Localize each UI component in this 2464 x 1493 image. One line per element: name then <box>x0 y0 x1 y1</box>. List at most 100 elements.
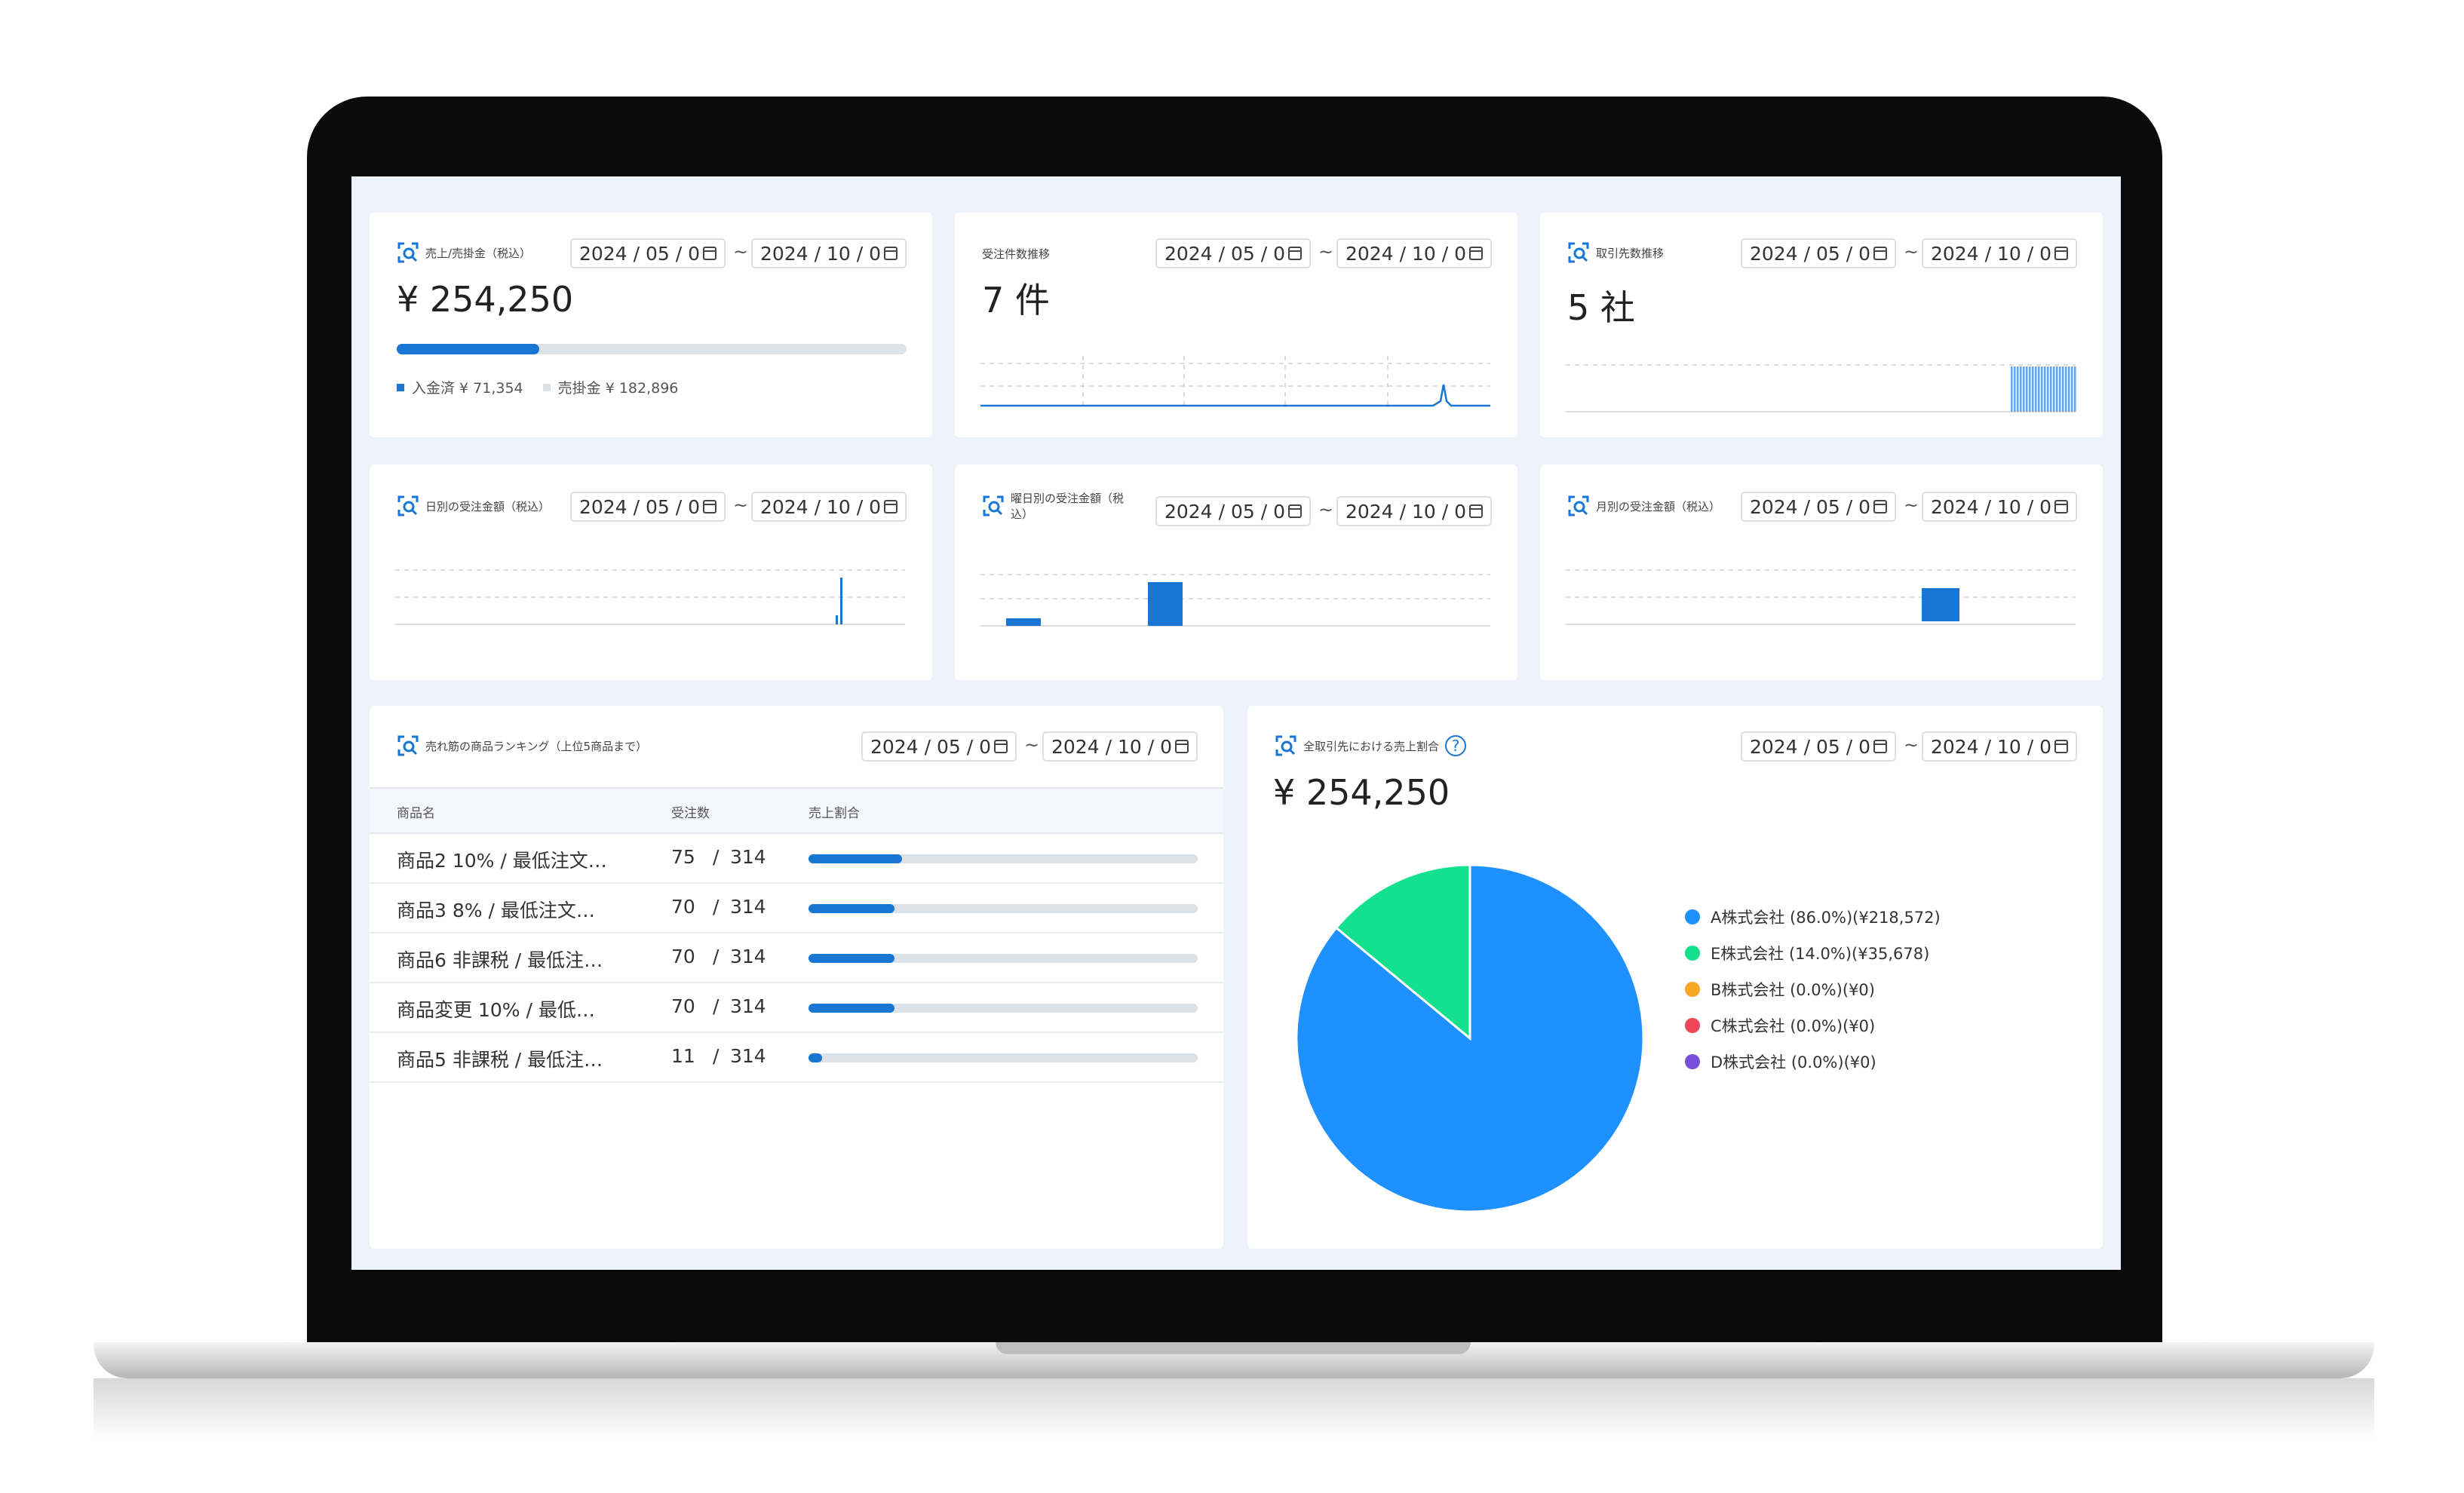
calendar-icon[interactable] <box>1287 504 1303 518</box>
clients-bar <box>2056 366 2058 412</box>
clients-bar <box>2035 366 2037 412</box>
date-to-input[interactable]: 2024 / 10 / 0 <box>1042 731 1198 762</box>
date-from-input[interactable]: 2024 / 05 / 0 <box>861 731 1017 762</box>
legend-item[interactable]: E株式会社 (14.0%)(¥35,678) <box>1685 935 1941 971</box>
magnifier-icon[interactable] <box>1567 495 1590 517</box>
date-to-input[interactable]: 2024 / 10 / 0 <box>1922 238 2077 268</box>
weekday-bar <box>1148 582 1183 626</box>
clients-bar <box>2065 366 2067 412</box>
date-to-input[interactable]: 2024 / 10 / 0 <box>751 492 907 522</box>
date-from-text: 2024 / 05 / 0 <box>579 242 700 265</box>
date-to-text: 2024 / 10 / 0 <box>1931 242 2051 265</box>
date-from-input[interactable]: 2024 / 05 / 0 <box>570 492 726 522</box>
qty-separator: / <box>713 896 720 918</box>
calendar-icon[interactable] <box>1468 504 1484 518</box>
monthly-card-title: 月別の受注金額（税込） <box>1596 499 1721 514</box>
calendar-icon[interactable] <box>1873 500 1888 514</box>
share-total: ¥ 254,250 <box>1273 772 1450 813</box>
date-from-input[interactable]: 2024 / 05 / 0 <box>1155 238 1311 268</box>
calendar-icon[interactable] <box>702 500 717 514</box>
product-name: 商品6 非課税 / 最低注… <box>397 949 603 971</box>
date-separator: ~ <box>1318 499 1334 520</box>
weekday-card: 曜日別の受注金額（税込） 2024 / 05 / 0 ~ 2024 / 10 /… <box>955 464 1517 680</box>
legend-item[interactable]: A株式会社 (86.0%)(¥218,572) <box>1685 899 1941 935</box>
date-to-input[interactable]: 2024 / 10 / 0 <box>1922 731 2077 762</box>
sales-card-header: 売上/売掛金（税込） <box>397 241 531 264</box>
sales-progress-track <box>397 344 907 354</box>
ranking-card-header: 売れ筋の商品ランキング（上位5商品まで） <box>397 734 647 757</box>
product-qty: 11 <box>671 1045 695 1067</box>
calendar-icon[interactable] <box>1873 740 1888 753</box>
clients-bar <box>2062 366 2064 412</box>
calendar-icon[interactable] <box>883 500 898 514</box>
product-qty-total: 314 <box>730 995 766 1017</box>
sales-card-title: 売上/売掛金（税込） <box>425 246 532 260</box>
date-separator: ~ <box>733 495 749 516</box>
legend-item[interactable]: C株式会社 (0.0%)(¥0) <box>1685 1007 1941 1044</box>
legend-item[interactable]: D株式会社 (0.0%)(¥0) <box>1685 1044 1941 1080</box>
table-row[interactable]: 商品5 非課税 / 最低注… 11 / 314 <box>370 1033 1223 1083</box>
date-separator: ~ <box>1024 734 1040 756</box>
clients-bar <box>2074 366 2076 412</box>
product-name: 商品5 非課税 / 最低注… <box>397 1049 603 1071</box>
date-to-input[interactable]: 2024 / 10 / 0 <box>1336 238 1492 268</box>
calendar-icon[interactable] <box>1174 740 1189 753</box>
calendar-icon[interactable] <box>1873 247 1888 260</box>
orders-series-line <box>980 384 1490 407</box>
clients-card-title: 取引先数推移 <box>1596 246 1665 260</box>
calendar-icon[interactable] <box>2054 500 2069 514</box>
date-from-input[interactable]: 2024 / 05 / 0 <box>1741 492 1896 522</box>
daily-bar <box>836 615 838 624</box>
date-from-input[interactable]: 2024 / 05 / 0 <box>1155 496 1311 526</box>
column-header-name: 商品名 <box>397 806 435 821</box>
magnifier-icon[interactable] <box>397 241 419 264</box>
date-from-input[interactable]: 2024 / 05 / 0 <box>1741 238 1896 268</box>
magnifier-icon[interactable] <box>397 734 419 757</box>
table-row[interactable]: 商品変更 10% / 最低… 70 / 314 <box>370 983 1223 1033</box>
calendar-icon[interactable] <box>702 247 717 260</box>
calendar-icon[interactable] <box>2054 740 2069 753</box>
product-qty: 75 <box>671 846 695 868</box>
ratio-bar-fill <box>809 854 902 863</box>
calendar-icon[interactable] <box>1287 247 1303 260</box>
clients-card: 取引先数推移 2024 / 05 / 0 ~ 2024 / 10 / 0 5 社 <box>1540 213 2103 437</box>
magnifier-icon[interactable] <box>1275 734 1297 757</box>
help-icon[interactable]: ? <box>1445 735 1467 756</box>
legend-item[interactable]: B株式会社 (0.0%)(¥0) <box>1685 971 1941 1007</box>
ratio-bar-track <box>809 904 1198 913</box>
table-row[interactable]: 商品3 8% / 最低注文… 70 / 314 <box>370 884 1223 934</box>
calendar-icon[interactable] <box>1468 247 1484 260</box>
pie-slice[interactable] <box>1334 863 1471 1041</box>
date-from-text: 2024 / 05 / 0 <box>579 495 700 518</box>
date-from-text: 2024 / 05 / 0 <box>1750 242 1870 265</box>
legend-dot <box>1685 982 1700 997</box>
date-to-text: 2024 / 10 / 0 <box>760 495 881 518</box>
table-row[interactable]: 商品6 非課税 / 最低注… 70 / 314 <box>370 934 1223 983</box>
ratio-bar-track <box>809 954 1198 963</box>
orders-count: 7 件 <box>982 280 1050 320</box>
clients-bar <box>2047 366 2049 412</box>
date-to-input[interactable]: 2024 / 10 / 0 <box>1336 496 1492 526</box>
date-from-input[interactable]: 2024 / 05 / 0 <box>570 238 726 268</box>
table-row[interactable]: 商品2 10% / 最低注文… 75 / 314 <box>370 834 1223 884</box>
calendar-icon[interactable] <box>993 740 1008 753</box>
magnifier-icon[interactable] <box>982 495 1005 517</box>
ranking-rows: 商品2 10% / 最低注文… 75 / 314 商品3 8% / 最低注文… … <box>370 834 1223 1083</box>
clients-bar <box>2026 366 2028 412</box>
calendar-icon[interactable] <box>2054 247 2069 260</box>
magnifier-icon[interactable] <box>397 495 419 517</box>
calendar-icon[interactable] <box>883 247 898 260</box>
date-to-text: 2024 / 10 / 0 <box>1346 242 1466 265</box>
clients-card-header: 取引先数推移 <box>1567 241 1664 264</box>
clients-bar <box>2053 366 2055 412</box>
magnifier-icon[interactable] <box>1567 241 1590 264</box>
date-to-input[interactable]: 2024 / 10 / 0 <box>751 238 907 268</box>
orders-card: 受注件数推移 2024 / 05 / 0 ~ 2024 / 10 / 0 7 件 <box>955 213 1517 437</box>
date-from-text: 2024 / 05 / 0 <box>870 735 991 758</box>
legend-receivable: 売掛金 ¥ 182,896 <box>542 377 678 397</box>
date-to-input[interactable]: 2024 / 10 / 0 <box>1922 492 2077 522</box>
legend-label: E株式会社 (14.0%)(¥35,678) <box>1711 945 1930 963</box>
product-qty-total: 314 <box>730 1045 766 1067</box>
date-from-input[interactable]: 2024 / 05 / 0 <box>1741 731 1896 762</box>
ranking-card: 売れ筋の商品ランキング（上位5商品まで） 2024 / 05 / 0 ~ 202… <box>370 706 1223 1249</box>
